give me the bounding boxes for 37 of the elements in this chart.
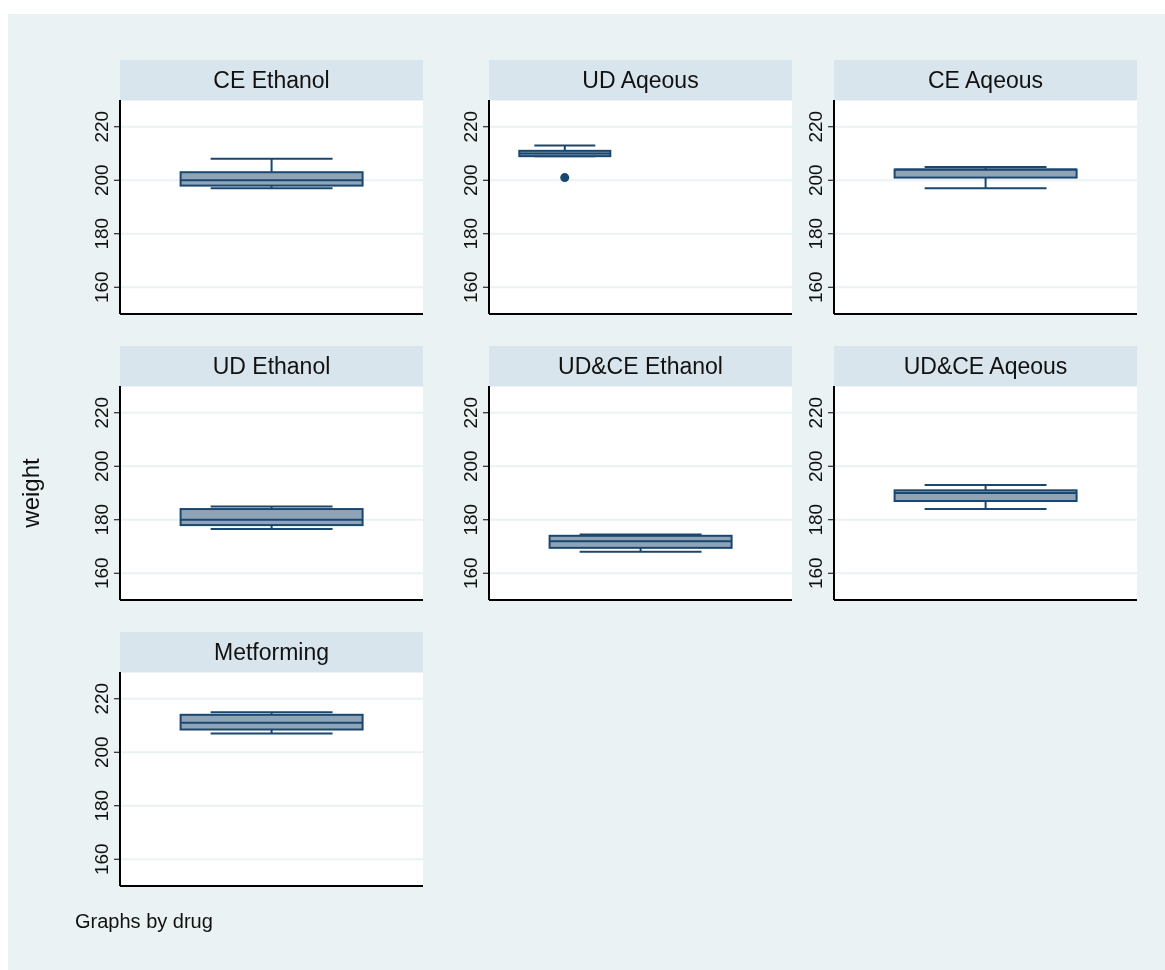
y-tick-label: 200	[91, 164, 112, 197]
y-tick-label: 180	[805, 503, 826, 536]
y-tick-label: 200	[460, 164, 481, 197]
y-tick-label: 160	[91, 557, 112, 590]
y-tick-label: 200	[91, 450, 112, 483]
y-tick-label: 220	[91, 396, 112, 429]
y-tick-label: 220	[460, 396, 481, 429]
y-tick-label: 220	[805, 110, 826, 143]
y-tick-label: 160	[460, 557, 481, 590]
chart-title: CE Ethanol	[120, 60, 423, 100]
y-tick-label: 180	[460, 217, 481, 250]
chart-title: UD&CE Aqeous	[834, 346, 1137, 386]
y-tick-label: 160	[460, 271, 481, 304]
chart-title: UD&CE Ethanol	[489, 346, 792, 386]
y-tick-label: 180	[91, 217, 112, 250]
chart-title: UD Aqeous	[489, 60, 792, 100]
y-tick-label: 180	[460, 503, 481, 536]
chart-title: Metforming	[120, 632, 423, 672]
y-tick-label: 200	[805, 164, 826, 197]
y-axis-title: weight	[16, 457, 44, 529]
y-tick-label: 220	[460, 110, 481, 143]
y-tick-label: 220	[91, 682, 112, 715]
y-tick-label: 160	[805, 271, 826, 304]
y-tick-label: 200	[91, 736, 112, 769]
y-tick-label: 180	[91, 789, 112, 822]
chart-title: CE Aqeous	[834, 60, 1137, 100]
y-tick-label: 160	[805, 557, 826, 590]
y-tick-label: 220	[805, 396, 826, 429]
y-tick-label: 220	[91, 110, 112, 143]
y-tick-label: 200	[460, 450, 481, 483]
y-tick-label: 200	[805, 450, 826, 483]
text: Graphs by drug	[75, 910, 214, 933]
y-tick-label: 160	[91, 271, 112, 304]
y-tick-label: 180	[805, 217, 826, 250]
y-tick-label: 160	[91, 843, 112, 876]
chart-title: UD Ethanol	[120, 346, 423, 386]
y-tick-label: 180	[91, 503, 112, 536]
